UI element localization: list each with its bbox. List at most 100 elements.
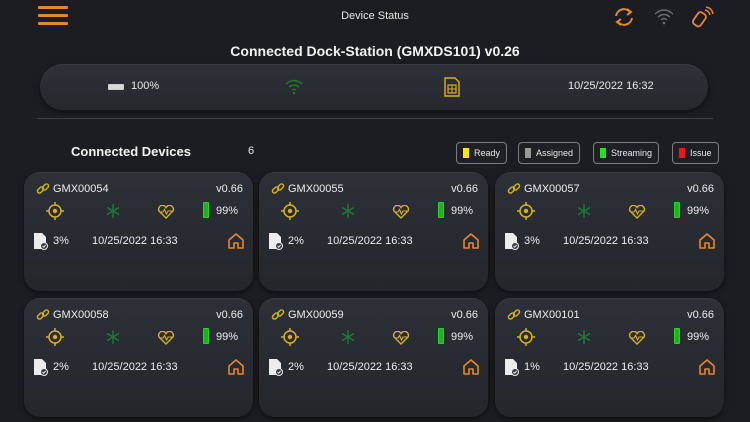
snowflake-icon [340,203,356,219]
device-battery: 99% [216,331,239,343]
wifi-icon[interactable] [652,6,676,28]
home-icon[interactable] [227,232,245,250]
link-icon [507,308,521,322]
home-icon[interactable] [462,358,480,376]
battery-icon [203,328,209,344]
device-id: GMX00059 [288,309,344,321]
home-icon[interactable] [698,358,716,376]
home-icon[interactable] [698,232,716,250]
device-storage: 3% [524,235,540,247]
file-icon [33,232,48,250]
target-icon [517,202,535,220]
file-icon [268,358,283,376]
device-datetime: 10/25/2022 16:33 [563,361,649,373]
device-card[interactable]: GMX00057 v0.66 9 [495,172,724,291]
device-datetime: 10/25/2022 16:33 [563,235,649,247]
hamburger-menu-icon[interactable] [38,6,68,28]
sim-card-icon [444,77,460,97]
heart-rate-icon [157,330,175,345]
snowflake-icon [105,203,121,219]
connected-devices-title: Connected Devices [71,144,191,159]
legend-label: Issue [690,148,712,158]
legend-label: Assigned [536,148,574,158]
file-icon [33,358,48,376]
battery-icon [674,202,680,218]
issue-swatch-icon [679,148,685,158]
device-id: GMX00055 [288,183,344,195]
legend-issue[interactable]: Issue [672,142,719,164]
ready-swatch-icon [463,148,469,158]
device-card[interactable]: GMX00055 v0.66 9 [259,172,488,291]
device-card[interactable]: GMX00059 v0.66 9 [259,298,488,417]
device-datetime: 10/25/2022 16:33 [327,235,413,247]
device-id: GMX00058 [53,309,109,321]
snowflake-icon [576,203,592,219]
device-version: v0.66 [687,183,714,195]
device-datetime: 10/25/2022 16:33 [92,235,178,247]
device-version: v0.66 [216,183,243,195]
dock-status-bar: 100% 10/25/2022 16:32 [40,64,708,110]
file-icon [504,358,519,376]
home-icon[interactable] [462,232,480,250]
device-datetime: 10/25/2022 16:33 [327,361,413,373]
legend-streaming[interactable]: Streaming [593,142,660,164]
device-card[interactable]: GMX00054 v0.66 9 [24,172,253,291]
device-version: v0.66 [451,309,478,321]
dock-station-title: Connected Dock-Station (GMXDS101) v0.26 [230,43,520,59]
link-icon [36,308,50,322]
device-battery: 99% [451,331,474,343]
battery-icon [438,202,444,218]
page-title: Device Status [341,10,409,22]
refresh-icon[interactable] [612,6,636,28]
device-storage: 3% [53,235,69,247]
device-id: GMX00054 [53,183,109,195]
device-card[interactable]: GMX00101 v0.66 9 [495,298,724,417]
battery-icon [108,84,124,90]
device-storage: 2% [288,361,304,373]
target-icon [46,202,64,220]
device-version: v0.66 [216,309,243,321]
link-icon [507,182,521,196]
target-icon [281,202,299,220]
battery-icon [674,328,680,344]
sensor-device-icon[interactable] [690,6,714,28]
legend-assigned[interactable]: Assigned [518,142,581,164]
target-icon [517,328,535,346]
dock-datetime: 10/25/2022 16:32 [568,80,654,92]
snowflake-icon [576,329,592,345]
device-battery: 99% [216,205,239,217]
file-icon [504,232,519,250]
snowflake-icon [340,329,356,345]
device-datetime: 10/25/2022 16:33 [92,361,178,373]
device-card[interactable]: GMX00058 v0.66 9 [24,298,253,417]
legend-label: Ready [474,148,501,158]
device-battery: 99% [687,205,710,217]
device-battery: 99% [451,205,474,217]
home-icon[interactable] [227,358,245,376]
target-icon [281,328,299,346]
heart-rate-icon [157,204,175,219]
snowflake-icon [105,329,121,345]
device-version: v0.66 [451,183,478,195]
device-battery: 99% [687,331,710,343]
device-id: GMX00101 [524,309,580,321]
device-version: v0.66 [687,309,714,321]
link-icon [271,308,285,322]
dock-battery-level: 100% [131,80,160,92]
streaming-swatch-icon [600,148,606,158]
battery-icon [203,202,209,218]
legend-label: Streaming [611,148,653,158]
legend-ready[interactable]: Ready [456,142,508,164]
device-storage: 2% [288,235,304,247]
heart-rate-icon [392,330,410,345]
top-bar: Device Status [0,0,750,36]
link-icon [271,182,285,196]
heart-rate-icon [392,204,410,219]
divider [37,118,713,119]
target-icon [46,328,64,346]
heart-rate-icon [628,204,646,219]
heart-rate-icon [628,330,646,345]
wifi-icon [284,78,304,96]
battery-icon [438,328,444,344]
device-count: 6 [248,145,255,157]
